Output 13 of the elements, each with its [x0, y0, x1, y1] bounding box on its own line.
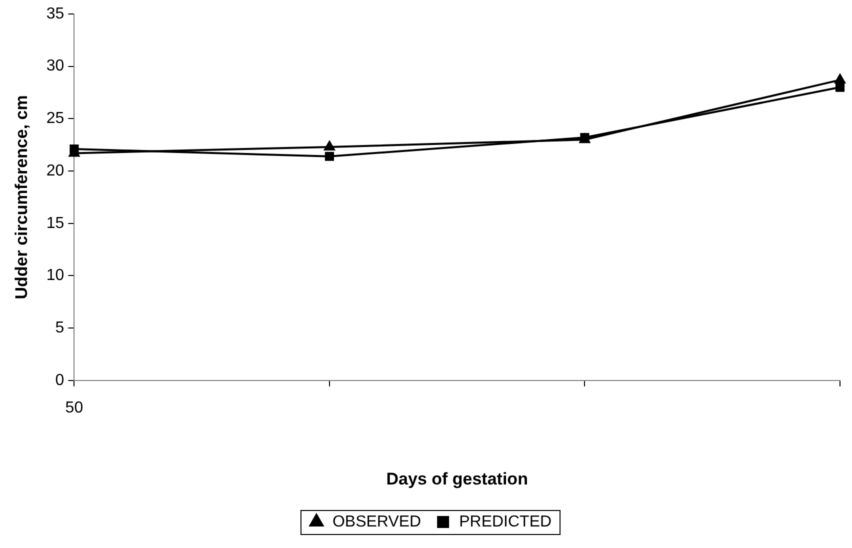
legend-label: OBSERVED — [332, 513, 422, 530]
x-tick-label: 50 — [65, 399, 84, 416]
y-axis-title: Udder circumference, cm — [12, 95, 31, 300]
y-tick-label: 0 — [55, 372, 64, 389]
legend-label: PREDICTED — [459, 513, 552, 530]
y-tick-label: 30 — [46, 58, 64, 75]
y-tick-label: 15 — [46, 214, 64, 232]
y-tick-label: 25 — [46, 110, 64, 128]
y-tick-label: 5 — [55, 319, 64, 336]
y-tick-label: 35 — [46, 5, 64, 22]
y-tick-label: 10 — [46, 267, 64, 284]
y-tick-label: 20 — [46, 162, 64, 180]
x-axis-title: Days of gestation — [386, 469, 528, 488]
